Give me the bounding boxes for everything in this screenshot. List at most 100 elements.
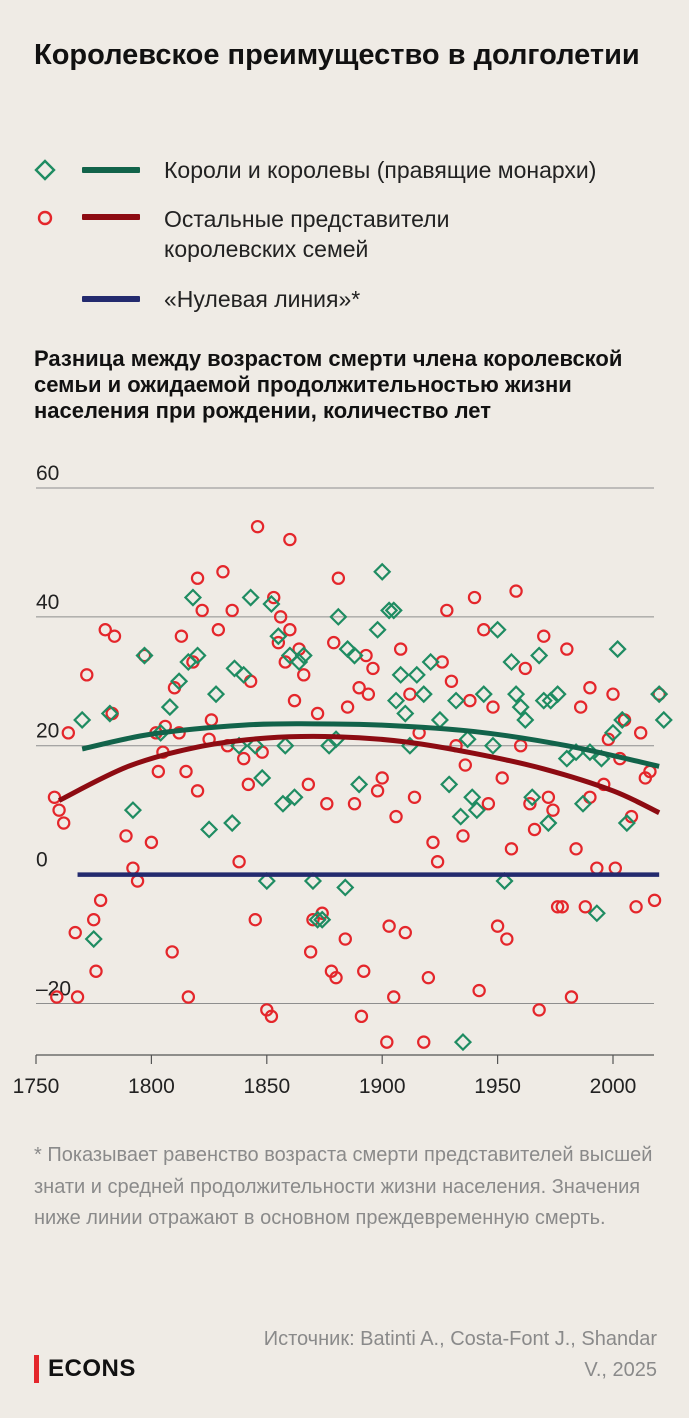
monarch-point (523, 788, 542, 807)
monarch-point (386, 691, 406, 710)
monarch-point (539, 813, 558, 833)
monarch-point (234, 665, 253, 684)
y-tick-label: 60 (36, 462, 59, 485)
monarch-point (223, 813, 242, 833)
family-point (389, 809, 403, 824)
legend-line-monarchs (82, 167, 140, 173)
monarch-point (534, 691, 553, 710)
family-point (393, 642, 408, 656)
monarch-point (170, 672, 189, 691)
y-tick-label: –20 (36, 977, 71, 1000)
family-point (590, 861, 604, 875)
family-point (232, 855, 246, 869)
family-point (357, 964, 371, 978)
family-point (352, 681, 366, 695)
x-tick-label: 1750 (13, 1075, 60, 1098)
footnote: * Показывает равенство возраста смерти п… (34, 1144, 653, 1229)
monarch-point (396, 704, 415, 723)
x-tick-label: 1900 (359, 1075, 406, 1098)
family-point (472, 983, 486, 998)
monarch-point (308, 910, 327, 929)
monarch-point (430, 710, 449, 730)
monarch-point (253, 768, 272, 787)
family-point (537, 629, 551, 643)
family-point (366, 661, 380, 676)
chart-subtitle: Разница между возрастом смерти члена кор… (34, 346, 623, 423)
monarch-point (440, 775, 459, 794)
monarch-point (516, 710, 535, 730)
monarch-point (453, 1033, 473, 1052)
family-point (306, 912, 320, 927)
family-point (130, 874, 145, 888)
family-point (216, 565, 230, 579)
family-point (555, 900, 569, 914)
family-point (107, 629, 122, 643)
family-point (532, 1003, 546, 1017)
monarch-point (608, 640, 627, 659)
legend: Короли и королевы (правящие монархи) Ост… (0, 0, 689, 330)
trend-line (81, 721, 660, 769)
family-point (398, 925, 412, 940)
chart-title: Королевское преимущество в долголетии (34, 39, 640, 71)
y-tick-label: 0 (36, 849, 48, 872)
family-point (435, 655, 449, 669)
x-tick-label: 1850 (243, 1075, 290, 1098)
monarch-point (100, 704, 119, 723)
family-point (98, 623, 112, 637)
family-point (179, 764, 193, 779)
family-point (652, 687, 666, 701)
family-point (89, 964, 103, 978)
monarch-point (587, 904, 606, 923)
family-point (327, 635, 341, 650)
family-point (444, 674, 459, 688)
family-point (370, 784, 385, 798)
family-point (338, 932, 352, 946)
y-tick-label: 20 (36, 720, 59, 743)
family-point (56, 816, 71, 830)
monarch-point (474, 685, 493, 704)
monarch-point (183, 588, 202, 607)
family-point (61, 726, 76, 740)
family-point (283, 623, 297, 637)
family-point (320, 797, 334, 811)
monarch-point (188, 646, 207, 665)
family-point (583, 790, 597, 804)
family-point (359, 648, 373, 663)
monarch-point (463, 788, 482, 807)
monarch-point (617, 813, 636, 833)
monarch-point (458, 730, 477, 749)
monarch-point (488, 620, 507, 639)
family-point (541, 790, 556, 804)
family-point (417, 1035, 431, 1049)
monarch-point (421, 652, 440, 672)
monarch-point (273, 794, 293, 813)
monarch-point (373, 562, 392, 581)
monarch-point (391, 665, 410, 684)
monarch-point (225, 659, 244, 678)
family-point (458, 758, 472, 772)
family-point (633, 726, 648, 740)
monarch-point (511, 698, 530, 717)
family-point (430, 855, 445, 869)
family-point (267, 590, 281, 605)
family-point (527, 822, 542, 837)
family-point (165, 945, 179, 959)
family-point (509, 584, 523, 598)
monarch-point (467, 801, 486, 820)
family-point (50, 990, 64, 1004)
monarch-point (495, 871, 514, 891)
family-point (250, 519, 265, 534)
family-point (68, 925, 82, 940)
family-point (195, 603, 209, 618)
monarch-point (338, 640, 357, 659)
family-point (380, 1035, 394, 1049)
source-note: Источник: Batinti A., Costa-Font J., Sha… (263, 1328, 657, 1381)
family-point (647, 893, 662, 908)
legend-label-zero: «Нулевая линия»* (164, 286, 361, 312)
x-tick-label: 1950 (474, 1075, 521, 1098)
monarch-point (530, 646, 549, 665)
family-point (456, 829, 470, 843)
family-point (490, 919, 505, 933)
monarch-point (276, 736, 295, 755)
family-point (211, 623, 226, 637)
